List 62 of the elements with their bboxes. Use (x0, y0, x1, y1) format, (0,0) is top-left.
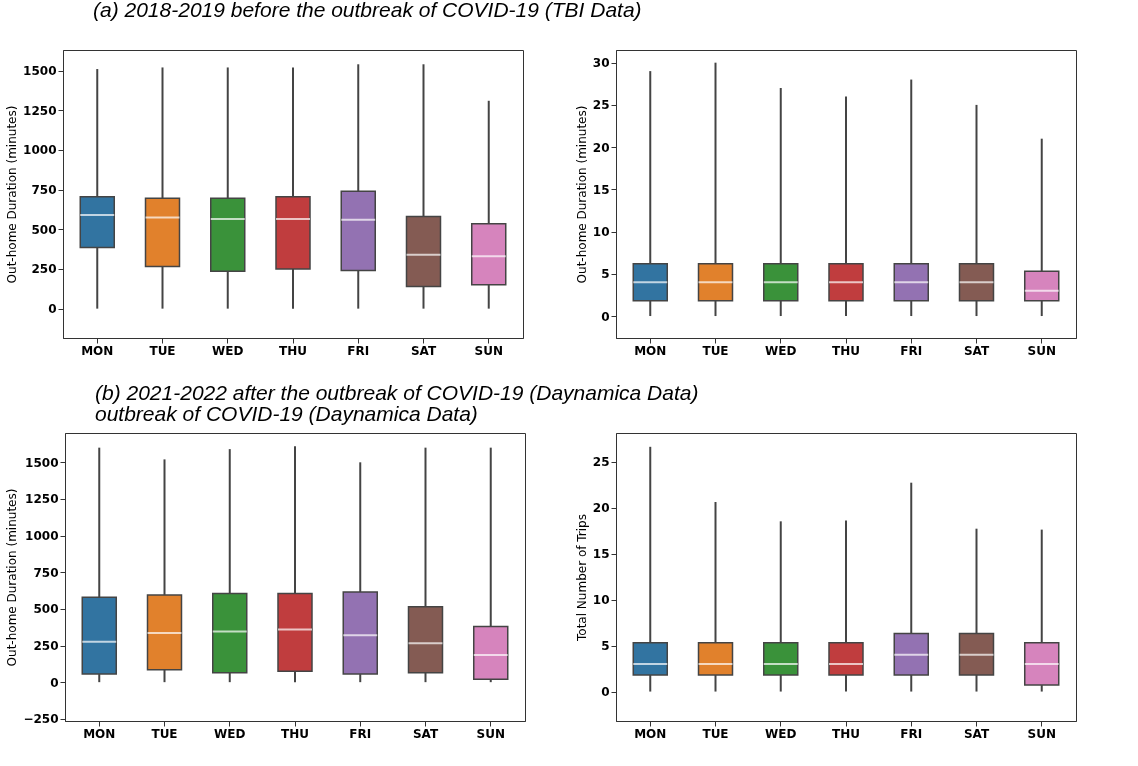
y-tick-label: 20 (592, 501, 610, 516)
y-tick-label: 1250 (23, 103, 57, 118)
x-tick-label: FRI (349, 726, 372, 741)
x-tick-label: SAT (963, 726, 990, 741)
x-tick-label: THU (832, 726, 860, 741)
y-tick-label: 0 (601, 685, 610, 700)
y-tick-label: 5 (601, 267, 610, 282)
y-tick-label: 5 (601, 639, 610, 654)
x-tick-label: SAT (412, 726, 439, 741)
x-tick-label: SUN (476, 726, 505, 741)
y-tick-label: 1000 (23, 143, 57, 158)
y-tick-label: 500 (33, 602, 59, 617)
x-tick-label: TUE (702, 726, 729, 741)
x-tick-label: THU (279, 343, 307, 358)
y-tick-label: 20 (592, 140, 610, 155)
y-tick-label: 1000 (25, 529, 59, 544)
x-tick-label: WED (765, 726, 797, 741)
x-tick-label: WED (765, 343, 797, 358)
x-tick-label: TUE (702, 343, 729, 358)
x-tick-label: MON (634, 343, 667, 358)
x-tick-label: THU (832, 343, 860, 358)
x-tick-label: WED (214, 726, 246, 741)
y-tick-label: 1500 (25, 455, 59, 470)
y-tick-label: 0 (50, 675, 59, 690)
x-tick-label: FRI (347, 343, 370, 358)
x-tick-label: SUN (474, 343, 503, 358)
y-tick-label: 10 (592, 593, 610, 608)
x-tick-label: MON (81, 343, 114, 358)
x-tick-label: MON (634, 726, 667, 741)
x-tick-label: TUE (151, 726, 178, 741)
chart-title: (a) 2018-2019 before the outbreak of COVID-19 (TBI Data) (93, 0, 642, 21)
y-tick-label: 15 (592, 547, 610, 562)
x-tick-label: MON (83, 726, 116, 741)
x-tick-label: SAT (410, 343, 437, 358)
y-axis-title: Out-home Duration (minutes) (574, 105, 589, 284)
y-tick-label: 250 (31, 262, 57, 277)
x-tick-label: SUN (1027, 343, 1056, 358)
x-tick-label: WED (212, 343, 244, 358)
y-tick-label: −250 (23, 712, 59, 727)
y-tick-label: 750 (31, 183, 57, 198)
x-tick-label: FRI (900, 726, 923, 741)
y-tick-label: 10 (592, 225, 610, 240)
x-tick-label: SAT (963, 343, 990, 358)
y-axis-title: Out-home Duration (minutes) (5, 488, 20, 667)
y-axis-title: Out-home Duration (minutes) (5, 105, 20, 284)
y-tick-label: 15 (592, 182, 610, 197)
y-tick-label: 25 (592, 98, 610, 113)
y-tick-label: 30 (592, 56, 610, 71)
y-tick-label: 750 (33, 565, 59, 580)
x-tick-label: THU (281, 726, 309, 741)
y-tick-label: 1500 (23, 64, 57, 79)
x-tick-label: TUE (149, 343, 176, 358)
x-tick-label: FRI (900, 343, 923, 358)
y-tick-label: 1250 (25, 492, 59, 507)
y-tick-label: 0 (48, 302, 57, 317)
y-tick-label: 25 (592, 455, 610, 470)
y-tick-label: 0 (601, 309, 610, 324)
y-axis-title: Total Number of Trips (574, 514, 589, 642)
chart-title: (b) 2021-2022 after the outbreak of COVID-19 (Daynamica Data) (95, 381, 699, 404)
x-tick-label: SUN (1027, 726, 1056, 741)
y-tick-label: 250 (33, 639, 59, 654)
y-tick-label: 500 (31, 222, 57, 237)
